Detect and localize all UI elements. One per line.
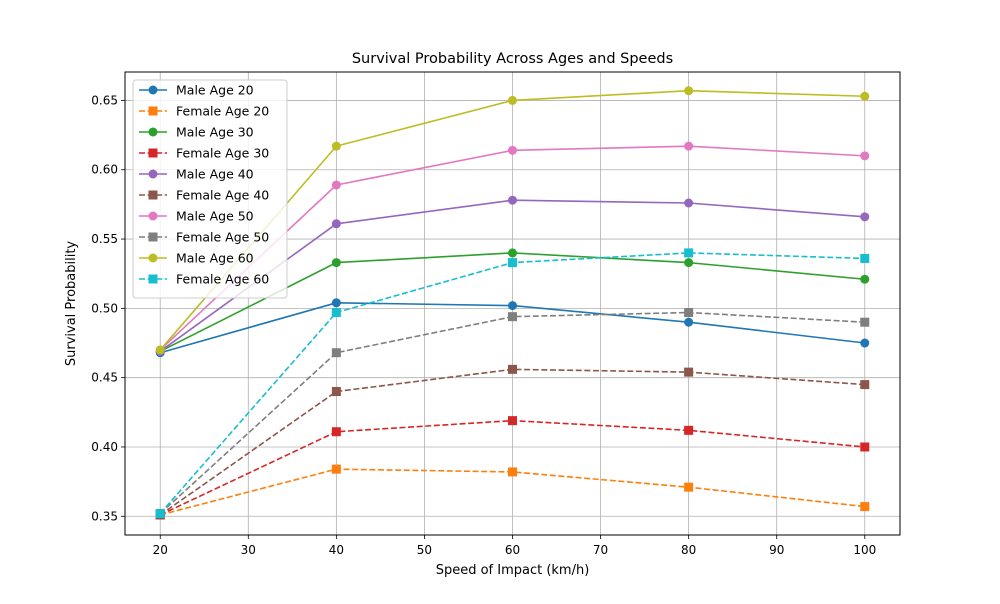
data-point (508, 145, 517, 155)
legend-marker (148, 148, 158, 158)
data-point (684, 248, 694, 258)
legend-item: Female Age 40 (139, 188, 269, 203)
data-point (684, 198, 694, 208)
data-point (860, 91, 870, 101)
legend-marker (148, 232, 158, 242)
legend-item: Female Age 60 (139, 272, 269, 287)
data-point (331, 464, 341, 474)
data-point (860, 274, 870, 284)
x-tick-label: 60 (505, 543, 520, 557)
x-tick-label: 80 (681, 543, 696, 557)
legend-label: Female Age 20 (176, 104, 269, 119)
legend-label: Male Age 20 (176, 83, 254, 98)
y-tick-label: 0.60 (91, 163, 118, 177)
legend-marker (148, 106, 158, 116)
data-point (331, 387, 341, 397)
data-point (860, 442, 870, 452)
y-axis-label: Survival Probability (64, 241, 79, 367)
data-point (684, 86, 694, 96)
legend-label: Male Age 30 (176, 125, 254, 140)
data-point (860, 502, 870, 512)
series-10 (155, 248, 870, 519)
x-tick-label: 100 (853, 543, 876, 557)
legend-label: Female Age 30 (176, 146, 269, 161)
data-point (684, 367, 694, 377)
legend-label: Male Age 50 (176, 209, 254, 224)
series-layer (155, 86, 870, 520)
legend-box (132, 79, 288, 299)
data-point (508, 195, 517, 205)
legend-marker (148, 211, 158, 221)
x-tick-label: 90 (769, 543, 784, 557)
data-point (860, 253, 870, 263)
legend-marker (148, 127, 158, 137)
data-point (508, 301, 517, 311)
data-point (331, 298, 341, 308)
data-point (508, 258, 517, 268)
y-tick-label: 0.50 (91, 301, 118, 315)
legend-label: Female Age 60 (176, 272, 269, 287)
x-tick-label: 70 (593, 543, 608, 557)
legend-label: Male Age 60 (176, 251, 254, 266)
legend-item: Female Age 20 (139, 104, 269, 119)
data-point (684, 141, 694, 151)
data-point (331, 219, 341, 229)
data-point (508, 364, 517, 374)
data-point (508, 248, 517, 258)
legend-marker (148, 85, 158, 95)
y-tick-label: 0.40 (91, 440, 118, 454)
data-point (508, 467, 517, 477)
data-point (860, 338, 870, 348)
legend-marker (148, 169, 158, 179)
x-tick-label: 40 (329, 543, 344, 557)
legend-marker (148, 253, 158, 263)
legend-item: Male Age 40 (139, 167, 254, 182)
legend-label: Female Age 40 (176, 188, 269, 203)
legend-item: Male Age 30 (139, 125, 254, 140)
data-point (860, 212, 870, 222)
x-tick-label: 20 (153, 543, 168, 557)
tick-layer: 20 30 40 50 60 70 80 90 100 0.35 0.40 0.45 0.50 0.55 0… (91, 93, 876, 557)
data-point (331, 141, 341, 151)
data-point (331, 308, 341, 318)
data-point (508, 312, 517, 322)
data-point (684, 482, 694, 492)
legend-item: Female Age 50 (139, 230, 269, 245)
data-point (860, 151, 870, 161)
y-tick-label: 0.35 (91, 509, 118, 523)
legend: Male Age 20 Female Age 20 Male Age 30 Femal… (132, 79, 288, 299)
data-point (860, 380, 870, 390)
legend-item: Female Age 30 (139, 146, 269, 161)
data-point (684, 258, 694, 268)
legend-item: Male Age 60 (139, 251, 254, 266)
legend-item: Male Age 50 (139, 209, 254, 224)
data-point (331, 180, 341, 190)
legend-label: Female Age 50 (176, 230, 269, 245)
legend-label: Male Age 40 (176, 167, 254, 182)
data-point (684, 308, 694, 318)
x-tick-label: 50 (417, 543, 432, 557)
y-tick-label: 0.45 (91, 371, 118, 385)
data-point (860, 317, 870, 327)
data-point (331, 427, 341, 437)
data-point (684, 317, 694, 327)
legend-marker (148, 274, 158, 284)
data-point (331, 348, 341, 358)
data-point (508, 416, 517, 426)
y-tick-label: 0.65 (91, 93, 118, 107)
x-tick-label: 30 (241, 543, 256, 557)
y-tick-label: 0.55 (91, 232, 118, 246)
data-point (155, 509, 165, 519)
x-axis-label: Speed of Impact (km/h) (436, 563, 590, 578)
data-point (331, 258, 341, 268)
legend-marker (148, 190, 158, 200)
data-point (155, 345, 165, 355)
data-point (684, 425, 694, 435)
legend-item: Male Age 20 (139, 83, 254, 98)
chart-title: Survival Probability Across Ages and Spe… (352, 51, 673, 67)
data-point (508, 95, 517, 105)
